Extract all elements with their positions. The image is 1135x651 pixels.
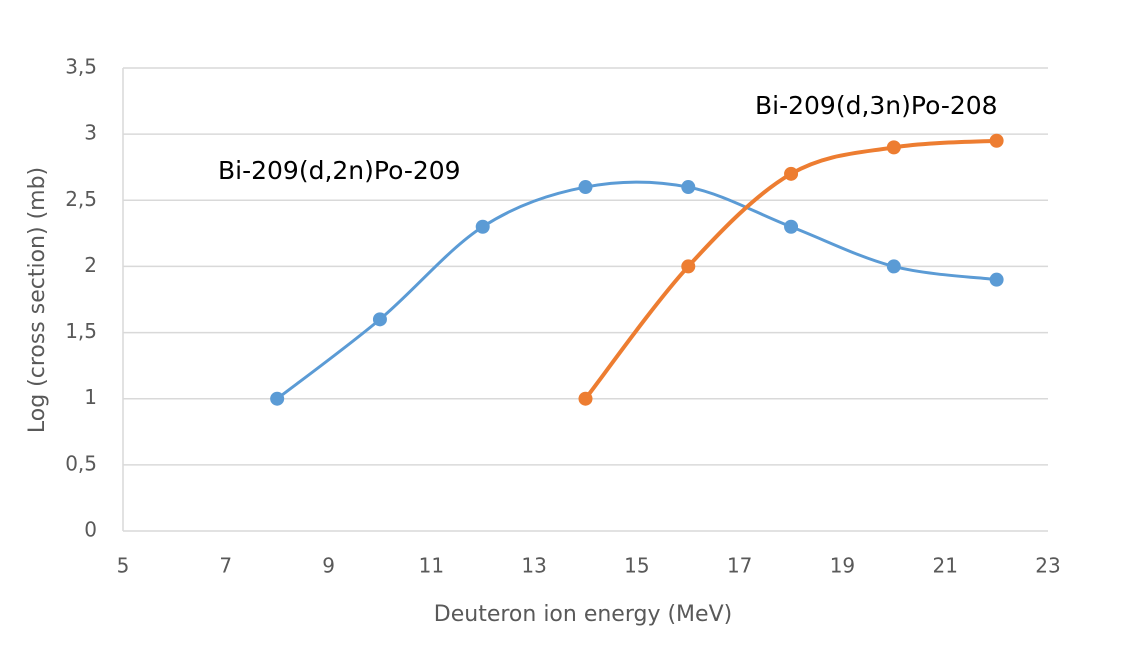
- point: [989, 133, 1004, 148]
- x-axis-title: Deuteron ion energy (MeV): [434, 602, 732, 627]
- series-label: Bi-209(d,2n)Po-209: [218, 156, 461, 185]
- x-tick-label: 5: [117, 554, 130, 578]
- x-tick-label: 17: [727, 554, 752, 578]
- x-tick-label: 21: [932, 554, 957, 578]
- point: [886, 140, 901, 155]
- point: [475, 219, 490, 234]
- point: [989, 272, 1004, 287]
- point: [681, 180, 696, 195]
- series-label: Bi-209(d,3n)Po-208: [755, 91, 998, 120]
- x-tick-label: 19: [830, 554, 855, 578]
- y-tick-label: 3,5: [65, 55, 97, 79]
- y-tick-label: 1: [84, 385, 97, 409]
- point: [784, 166, 799, 181]
- point: [886, 259, 901, 274]
- point: [681, 259, 696, 274]
- y-tick-label: 2: [84, 253, 97, 277]
- y-tick-label: 0: [84, 518, 97, 542]
- point: [270, 391, 285, 406]
- x-tick-label: 7: [219, 554, 232, 578]
- y-tick-label: 3: [84, 121, 97, 145]
- point: [578, 180, 593, 195]
- y-tick-label: 0,5: [65, 451, 97, 475]
- point: [784, 219, 799, 234]
- x-tick-label: 13: [521, 554, 546, 578]
- x-tick-label: 11: [419, 554, 444, 578]
- y-tick-label: 1,5: [65, 319, 97, 343]
- y-axis-title: Log (cross section) (mb): [25, 167, 50, 433]
- series-line: [276, 180, 997, 400]
- x-tick-label: 15: [624, 554, 649, 578]
- y-tick-label: 2,5: [65, 187, 97, 211]
- x-tick-label: 23: [1035, 554, 1060, 578]
- x-tick-label: 9: [322, 554, 335, 578]
- point: [372, 312, 387, 327]
- point: [578, 391, 593, 406]
